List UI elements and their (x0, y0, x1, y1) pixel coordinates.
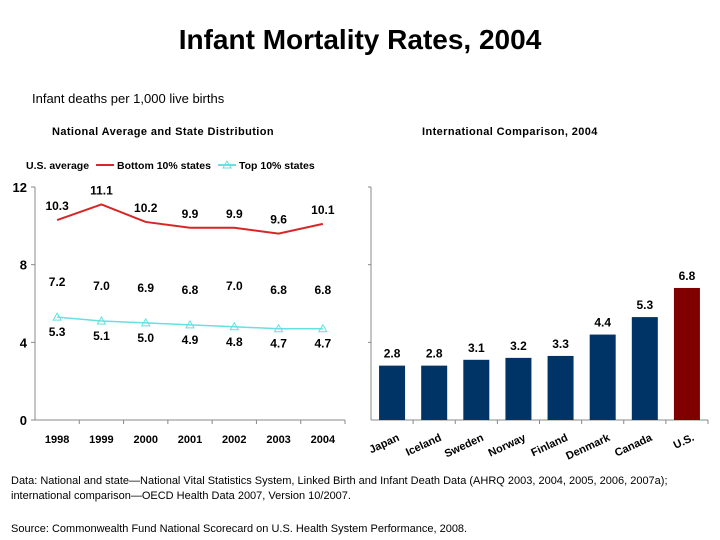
data-label: 4.9 (182, 333, 199, 347)
legend-label-1: Bottom 10% states (117, 160, 211, 172)
series-line-2 (57, 316, 323, 330)
line-chart-title: National Average and State Distribution (52, 126, 274, 138)
x-tick-label: 2001 (178, 434, 202, 446)
bar-value-label: 2.8 (384, 347, 401, 361)
data-label: 6.8 (182, 283, 199, 297)
data-point (273, 323, 284, 333)
data-label: 5.3 (49, 325, 66, 339)
data-label: 6.8 (270, 283, 287, 297)
x-tick-label: 2004 (311, 434, 336, 446)
y-tick-label: 4 (20, 335, 28, 350)
data-label: 11.1 (90, 183, 113, 197)
data-label: 7.0 (93, 279, 110, 293)
bar-category-label: Canada (613, 431, 655, 459)
bar-category-label: Sweden (443, 432, 486, 461)
data-point (229, 321, 240, 331)
charts: 0 4 8 12 1998 1999 2000 2001 2002 2003 2004 U.S. av… (13, 159, 709, 463)
x-tick-label: 2003 (266, 434, 290, 446)
x-tick-label: 1998 (45, 434, 69, 446)
bar-value-label: 4.4 (594, 316, 611, 330)
bar-category-label: U.S. (672, 432, 696, 452)
data-label: 5.0 (137, 331, 154, 345)
data-label: 4.7 (270, 337, 287, 351)
page-title: Infant Mortality Rates, 2004 (178, 24, 542, 55)
triangle-marker-icon (222, 159, 232, 169)
bar-chart-title: International Comparison, 2004 (422, 126, 598, 138)
data-label: 5.1 (93, 329, 110, 343)
series-line-1 (56, 203, 324, 235)
bar-finland (547, 355, 574, 420)
data-label: 6.8 (315, 283, 332, 297)
data-point (185, 319, 195, 329)
data-point (317, 323, 328, 333)
data-label: 7.2 (49, 275, 66, 289)
bar-category-label: Norway (487, 431, 529, 459)
bar-norway (505, 357, 532, 420)
data-label: 9.9 (182, 207, 199, 221)
data-label: 4.7 (315, 337, 332, 351)
legend-label-0: U.S. average (26, 160, 89, 172)
bar-value-label: 2.8 (426, 347, 443, 361)
bar-value-label: 3.2 (510, 339, 527, 353)
bar-category-label: Japan (367, 432, 401, 456)
bar-canada (631, 317, 658, 420)
data-label: 10.1 (311, 203, 335, 217)
subtitle: Infant deaths per 1,000 live births (32, 91, 225, 106)
bar-value-label: 6.8 (679, 269, 696, 283)
data-point (140, 317, 151, 327)
data-label: 4.8 (226, 335, 243, 349)
bar-us (673, 287, 700, 420)
bar-category-label: Finland (529, 432, 570, 459)
data-label: 6.9 (137, 281, 154, 295)
bar-value-label: 3.1 (468, 341, 485, 355)
data-point (96, 315, 107, 325)
data-note: Data: National and state—National Vital … (11, 475, 668, 502)
bar-value-label: 5.3 (636, 298, 653, 312)
data-label: 7.0 (226, 279, 243, 293)
data-label: 9.9 (226, 207, 243, 221)
y-tick-label: 0 (20, 413, 27, 428)
data-label: 10.2 (134, 201, 158, 215)
bar-sweden (463, 359, 490, 420)
data-point (52, 312, 63, 321)
source-note: Source: Commonwealth Fund National Score… (11, 523, 468, 535)
bar-value-label: 3.3 (552, 337, 569, 351)
bar-japan (379, 365, 406, 420)
bar-iceland (421, 365, 448, 420)
y-tick-label: 12 (13, 180, 27, 195)
data-label: 9.6 (270, 213, 287, 227)
y-tick-label: 8 (20, 258, 27, 273)
legend-label-2: Top 10% states (239, 160, 315, 172)
bar-denmark (589, 334, 616, 420)
x-tick-label: 1999 (89, 434, 113, 446)
x-tick-label: 2002 (222, 434, 246, 446)
x-tick-label: 2000 (133, 434, 157, 446)
bar-category-label: Iceland (404, 432, 443, 459)
data-label: 10.3 (45, 199, 69, 213)
bar-category-label: Denmark (564, 431, 613, 462)
